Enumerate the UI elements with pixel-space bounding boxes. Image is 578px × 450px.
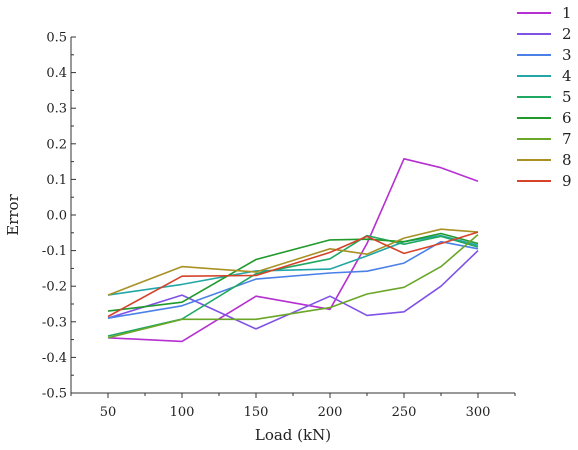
- legend-label-7: 7: [562, 130, 572, 148]
- y-tick-label: 0.4: [46, 66, 67, 81]
- legend-label-4: 4: [562, 67, 572, 85]
- y-tick-label: -0.2: [42, 280, 67, 295]
- legend-label-5: 5: [562, 88, 572, 106]
- legend: 1 2 3 4 5 6 7 8 9: [517, 4, 572, 190]
- y-tick-label: -0.4: [42, 351, 67, 366]
- x-tick-label: 150: [244, 405, 269, 420]
- legend-label-1: 1: [562, 4, 572, 22]
- legend-label-2: 2: [562, 25, 572, 43]
- series-line-3: [107, 240, 479, 319]
- x-tick-label: 200: [318, 405, 343, 420]
- y-tick-label: -0.5: [42, 387, 67, 402]
- series-line-1: [107, 158, 479, 343]
- series-line-7: [107, 233, 479, 339]
- x-tick-label: 100: [170, 405, 195, 420]
- y-ticks: -0.5 -0.4 -0.3 -0.2 -0.1 0.0 0.1 0.2 0.3 0.4 0.5: [42, 31, 76, 402]
- y-tick-label: 0.5: [46, 31, 67, 46]
- series-line-8: [107, 228, 479, 296]
- y-tick-label: -0.1: [42, 244, 67, 259]
- y-tick-label: -0.3: [42, 315, 67, 330]
- series-line-6: [107, 232, 479, 312]
- legend-label-3: 3: [562, 46, 572, 64]
- plot-lines: [107, 158, 479, 343]
- series-line-2: [107, 250, 479, 330]
- x-ticks: 50 100 150 200 250 300: [70, 393, 516, 420]
- y-tick-label: 0.3: [46, 102, 67, 117]
- series-line-5: [107, 234, 479, 337]
- legend-label-9: 9: [562, 172, 572, 190]
- legend-label-8: 8: [562, 151, 572, 169]
- y-tick-label: 0.0: [46, 209, 67, 224]
- x-axis-title: Load (kN): [255, 426, 331, 444]
- legend-label-6: 6: [562, 109, 572, 127]
- series-line-4: [107, 234, 479, 296]
- x-tick-label: 250: [392, 405, 417, 420]
- y-tick-label: 0.2: [46, 137, 67, 152]
- x-tick-label: 300: [466, 405, 491, 420]
- x-tick-label: 50: [100, 405, 117, 420]
- y-tick-label: 0.1: [46, 173, 67, 188]
- y-axis-title: Error: [4, 193, 22, 235]
- series-line-9: [107, 231, 479, 318]
